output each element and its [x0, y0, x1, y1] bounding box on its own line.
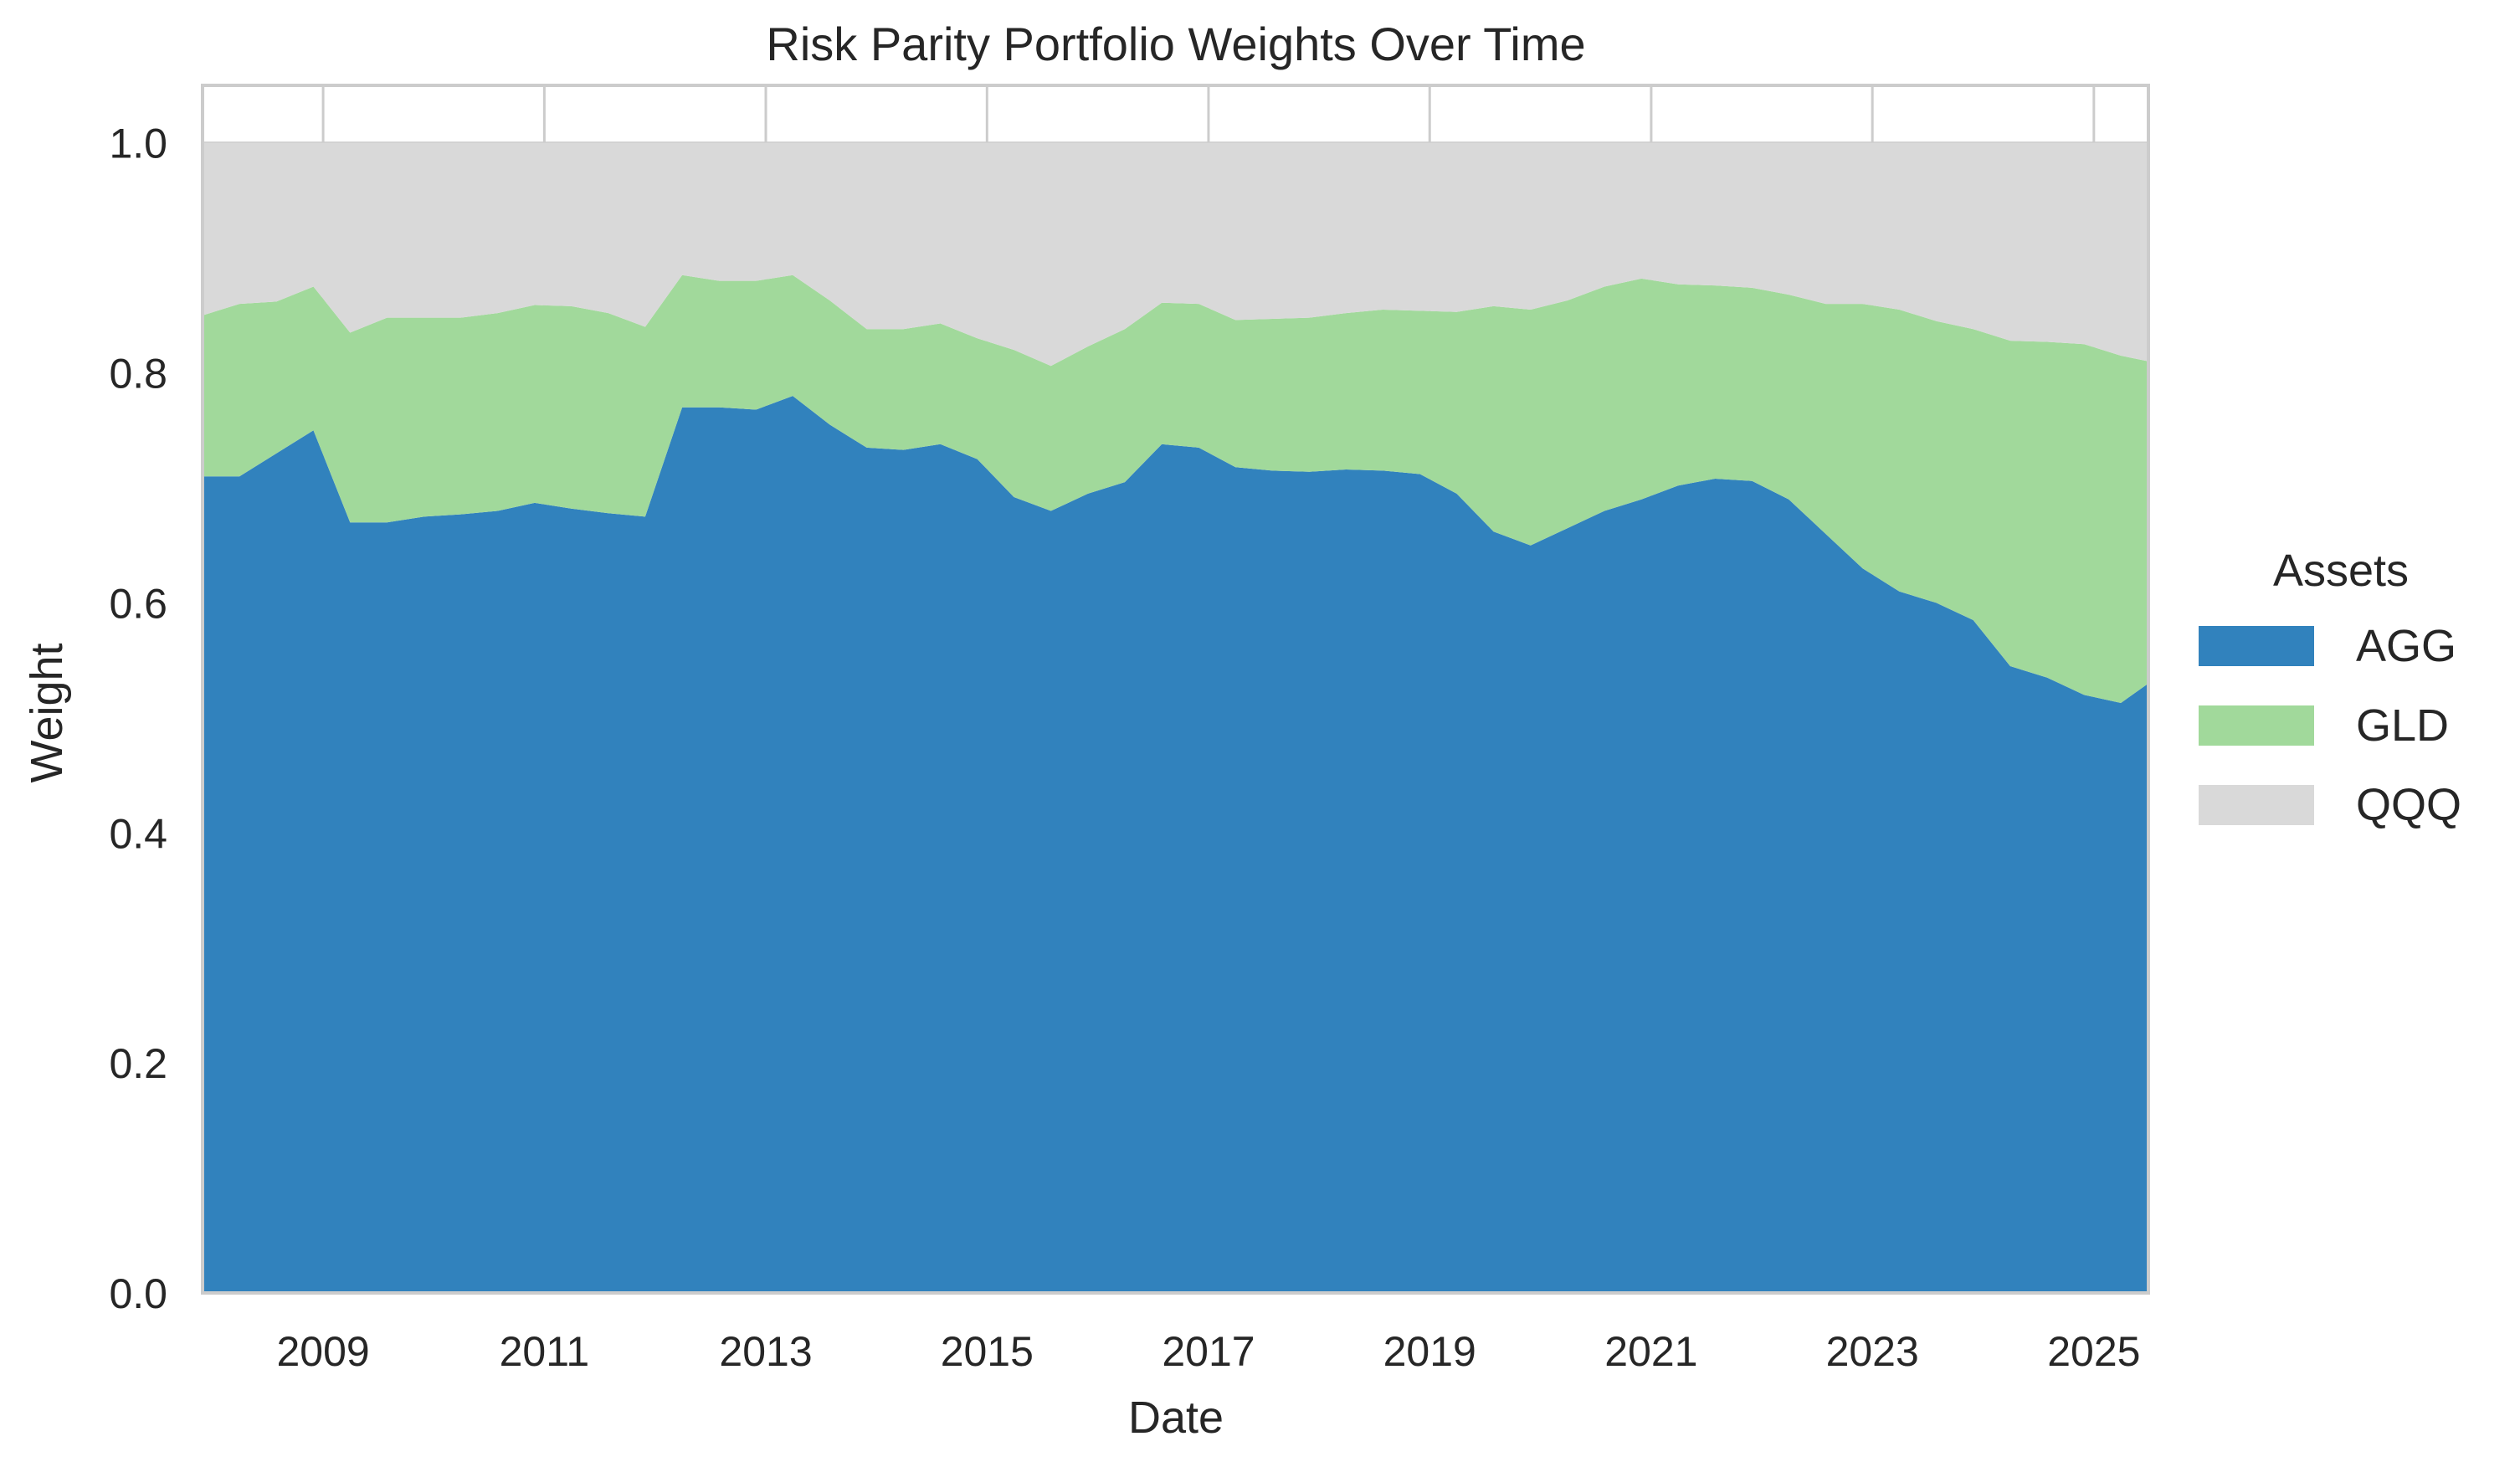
plot-frame — [201, 84, 2150, 1295]
x-tick-label: 2017 — [1162, 1328, 1255, 1375]
legend-swatch-qqq — [2199, 785, 2314, 825]
legend-label-agg: AGG — [2356, 621, 2456, 671]
x-tick-label: 2015 — [941, 1328, 1034, 1375]
area-series-qqq — [203, 142, 2148, 367]
legend-title: Assets — [2273, 546, 2409, 596]
legend-swatch-agg — [2199, 626, 2314, 666]
x-tick-labels: 2009 2011 2013 2015 2017 2019 2021 2023 2025 — [276, 1328, 2140, 1375]
x-tick-label: 2009 — [276, 1328, 369, 1375]
area-series-gld — [203, 274, 2148, 703]
area-series-layer — [203, 142, 2148, 1294]
y-axis-label: Weight — [22, 643, 72, 782]
x-tick-label: 2025 — [2047, 1328, 2140, 1375]
legend: Assets AGG GLD QQQ — [2199, 546, 2461, 830]
legend-label-qqq: QQQ — [2356, 780, 2461, 830]
y-tick-label: 0.2 — [109, 1040, 167, 1087]
x-tick-label: 2013 — [719, 1328, 812, 1375]
legend-items: AGG GLD QQQ — [2199, 621, 2461, 830]
chart-title: Risk Parity Portfolio Weights Over Time — [766, 18, 1585, 70]
y-tick-label: 0.0 — [109, 1270, 167, 1317]
x-axis-label: Date — [1128, 1393, 1224, 1443]
legend-label-gld: GLD — [2356, 700, 2449, 751]
area-series-agg — [203, 396, 2148, 1294]
x-tick-label: 2021 — [1604, 1328, 1697, 1375]
legend-swatch-gld — [2199, 705, 2314, 746]
y-tick-labels: 0.0 0.2 0.4 0.6 0.8 1.0 — [109, 121, 167, 1317]
x-tick-label: 2023 — [1826, 1328, 1919, 1375]
y-tick-label: 0.8 — [109, 351, 167, 398]
x-tick-label: 2011 — [500, 1328, 590, 1375]
y-tick-label: 1.0 — [109, 121, 167, 167]
y-tick-label: 0.6 — [109, 580, 167, 627]
x-tick-label: 2019 — [1383, 1328, 1476, 1375]
y-tick-label: 0.4 — [109, 810, 167, 857]
